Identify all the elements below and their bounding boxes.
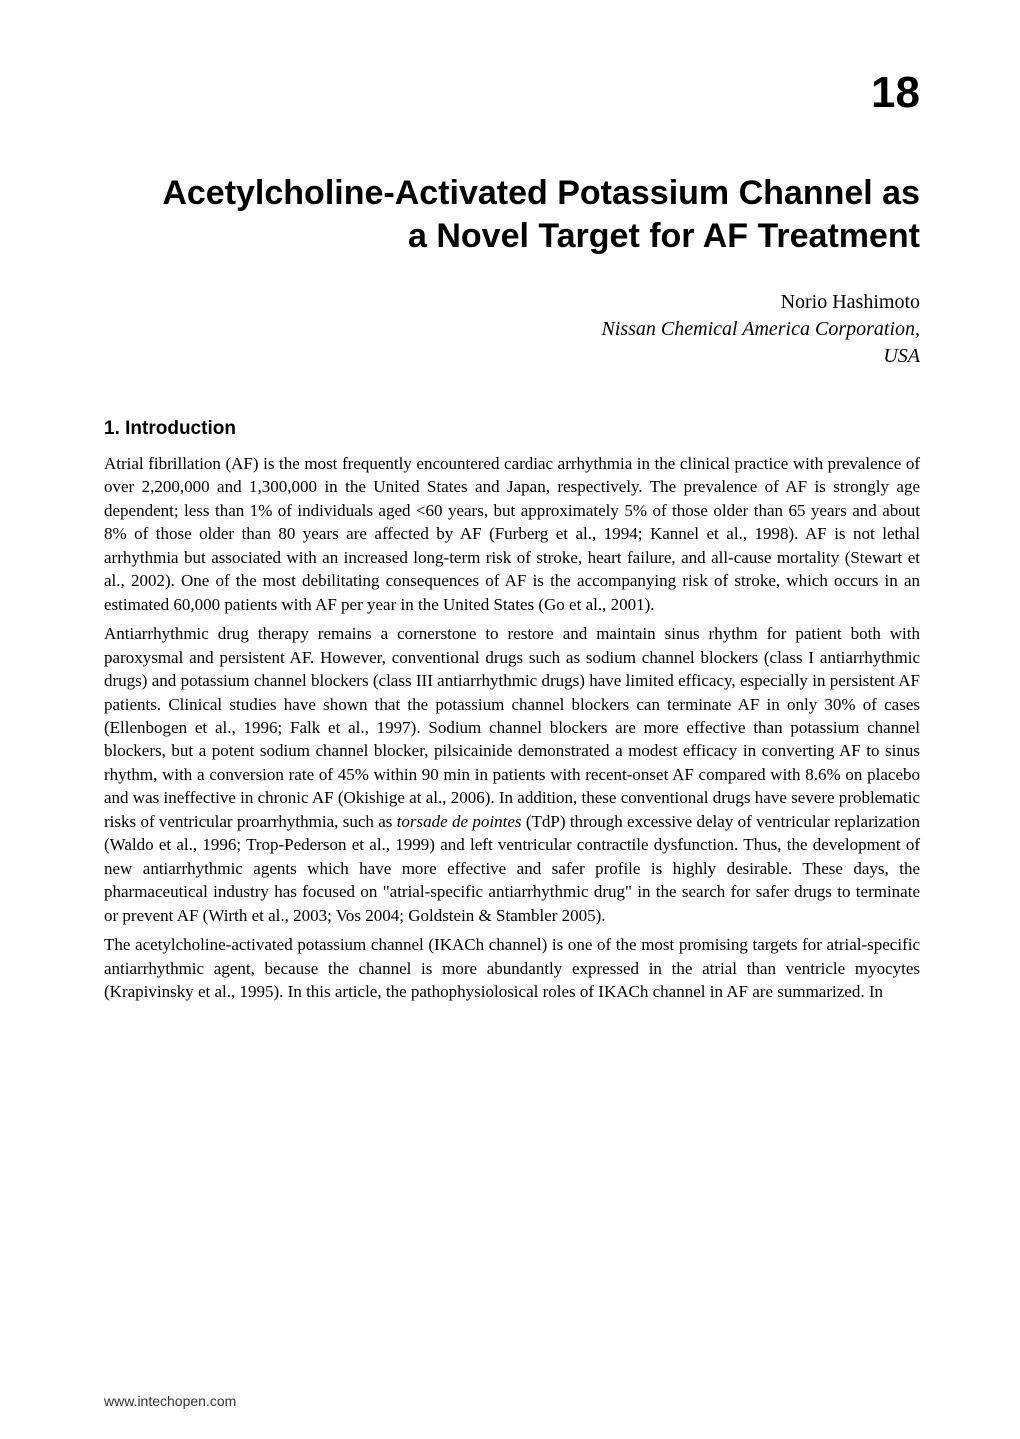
- author-name: Norio Hashimoto: [104, 291, 920, 314]
- footer-url: www.intechopen.com: [104, 1393, 236, 1409]
- author-affiliation: Nissan Chemical America Corporation, USA: [104, 316, 920, 370]
- affiliation-line-1: Nissan Chemical America Corporation,: [601, 318, 920, 340]
- chapter-number: 18: [104, 68, 920, 118]
- paragraph-1: Atrial fibrillation (AF) is the most fre…: [104, 452, 920, 616]
- paragraph-2: Antiarrhythmic drug therapy remains a co…: [104, 622, 920, 927]
- title-line-2: a Novel Target for AF Treatment: [408, 217, 920, 255]
- paragraph-2-pre: Antiarrhythmic drug therapy remains a co…: [104, 624, 920, 831]
- title-line-1: Acetylcholine-Activated Potassium Channe…: [162, 174, 920, 212]
- paragraph-2-italic: torsade de pointes: [397, 812, 522, 831]
- chapter-title: Acetylcholine-Activated Potassium Channe…: [104, 172, 920, 257]
- paragraph-3: The acetylcholine-activated potassium ch…: [104, 933, 920, 1003]
- section-heading: 1. Introduction: [104, 418, 920, 440]
- affiliation-line-2: USA: [883, 345, 920, 367]
